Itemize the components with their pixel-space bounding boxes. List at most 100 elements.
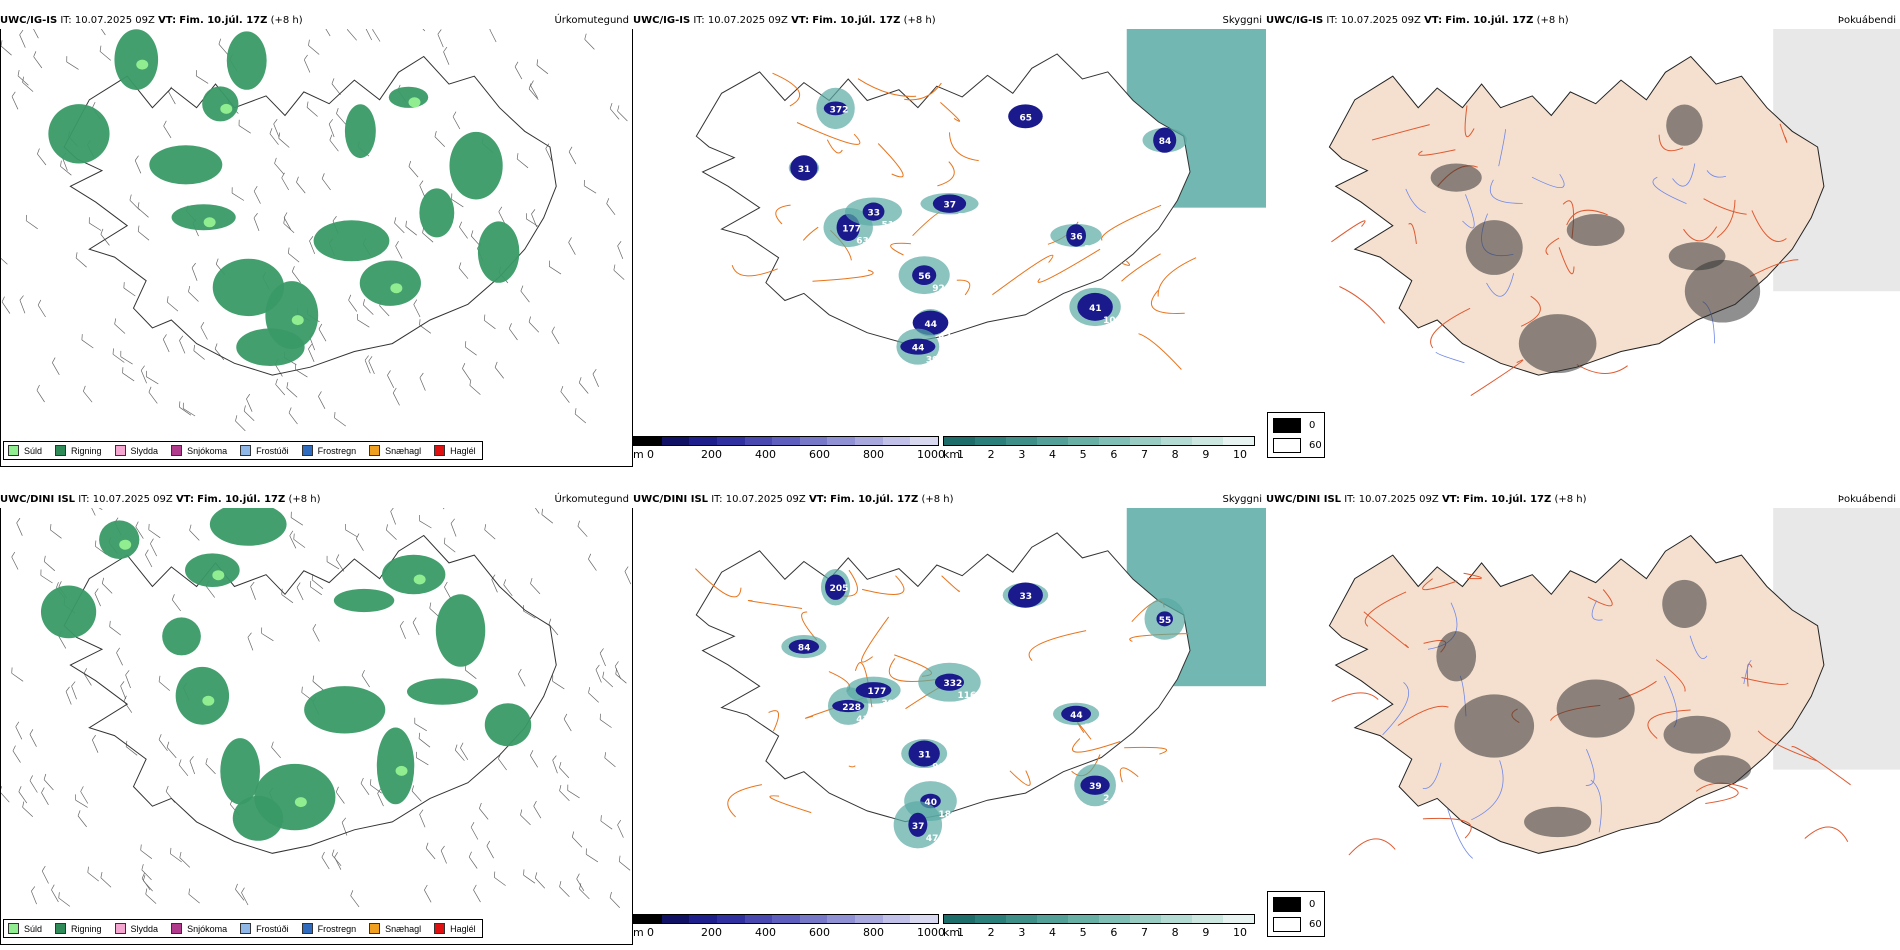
river	[1531, 173, 1565, 188]
rain-area	[149, 145, 223, 185]
wind-barb	[348, 294, 358, 312]
scale-segment	[799, 437, 828, 445]
road	[768, 710, 779, 732]
wind-barb	[559, 785, 570, 801]
wind-barb	[364, 355, 371, 374]
road	[1558, 247, 1575, 275]
wind-barb	[129, 194, 141, 211]
road	[940, 102, 961, 122]
legend-label: Frostúði	[256, 445, 289, 456]
wind-barb	[137, 202, 149, 218]
wind-barb	[599, 713, 612, 728]
legend-label: Rigning	[71, 923, 102, 934]
rain-area	[226, 31, 267, 90]
wind-barb	[425, 842, 436, 860]
wind-barb	[29, 775, 38, 793]
fog-area	[1430, 163, 1482, 192]
rain-area	[171, 204, 236, 231]
wind-barb	[241, 887, 249, 906]
scale-unit: m	[633, 448, 644, 461]
wind-barb	[520, 285, 530, 303]
road	[1587, 589, 1613, 607]
rain-area	[359, 260, 421, 306]
wind-barb	[170, 847, 182, 863]
wind-barb	[295, 363, 308, 378]
low-cloud-area	[1007, 582, 1043, 608]
river	[1585, 749, 1595, 786]
wind-barb	[243, 405, 255, 422]
scale-segment	[944, 915, 975, 923]
rain-area	[40, 585, 97, 639]
wind-barb	[287, 247, 300, 263]
road	[1647, 709, 1691, 739]
fog-swatch	[1273, 438, 1301, 453]
wind-barb	[88, 217, 102, 231]
scale-tick: 600	[809, 448, 830, 461]
wind-barb	[312, 623, 320, 642]
wind-barb	[585, 848, 599, 863]
cloud-base-label: 39	[926, 356, 939, 366]
fog-legend-row: 0	[1273, 418, 1315, 433]
wind-barb	[552, 755, 558, 774]
model-name: UWC/IG-IS	[1266, 15, 1324, 26]
wind-barb	[528, 316, 540, 333]
legend-swatch	[240, 445, 252, 456]
low-cloud-area	[1061, 705, 1092, 723]
wind-barb	[440, 845, 447, 864]
scale-tick: 800	[863, 448, 884, 461]
rain-area	[376, 727, 415, 805]
cloud-base-label: 84	[798, 644, 811, 654]
scale-tick: 2	[987, 448, 995, 461]
wind-barb	[90, 508, 103, 511]
scale-segment	[1099, 437, 1130, 445]
wind-barb	[43, 555, 56, 572]
river	[1422, 762, 1442, 789]
wind-barb	[479, 802, 489, 820]
legend-label: Snjókoma	[187, 445, 228, 456]
wind-barb	[296, 582, 304, 601]
wind-barb	[520, 809, 531, 826]
wind-barb	[140, 365, 147, 384]
rain-area	[114, 29, 159, 90]
scale-segment	[910, 915, 939, 923]
wind-barb	[158, 734, 168, 752]
wind-barb	[18, 786, 28, 804]
wind-barb	[604, 752, 616, 768]
wind-barb	[370, 779, 382, 794]
road	[1576, 364, 1628, 374]
wind-barb	[576, 873, 585, 891]
wind-barb	[87, 866, 100, 882]
scale-tick: 10	[1233, 926, 1247, 939]
wind-barb	[275, 378, 286, 396]
visibility-scale-bar	[943, 914, 1255, 924]
low-cloud-area	[934, 673, 965, 691]
cloud-map: 228 177 332 31 40 37 44 39 84 205 33 55 41 39 116 90 18 4…	[633, 508, 1266, 904]
cloud-base-label: 92	[932, 284, 945, 294]
cloud-base-label: 228	[842, 703, 861, 713]
road	[1363, 611, 1409, 649]
wind-barb	[188, 286, 199, 302]
panel-title: Skyggni	[1222, 494, 1262, 505]
road	[1157, 257, 1197, 297]
road	[1009, 770, 1031, 786]
low-cloud-area	[908, 740, 940, 767]
wind-barb	[483, 314, 496, 330]
rain-area	[313, 220, 390, 262]
wind-barb	[583, 179, 597, 194]
wind-barb	[418, 732, 431, 748]
wind-barb	[179, 335, 186, 354]
valid-time: Fim. 10.júl. 17Z	[1463, 494, 1552, 505]
wind-barb	[394, 217, 405, 234]
cloud-base-label: 42	[939, 332, 952, 342]
rain-area	[202, 86, 239, 122]
legend-label: Slydda	[130, 445, 159, 456]
panel-header: UWC/IG-IS IT: 10.07.2025 09Z VT: Fim. 10…	[0, 13, 633, 29]
road	[1470, 359, 1524, 397]
scale-tick: 7	[1141, 926, 1148, 939]
wind-barb	[312, 675, 324, 691]
road	[1397, 705, 1449, 726]
drizzle-area	[136, 59, 149, 70]
wind-barb	[137, 225, 150, 241]
road	[727, 784, 762, 818]
legend-item: Frostregn	[301, 445, 356, 456]
